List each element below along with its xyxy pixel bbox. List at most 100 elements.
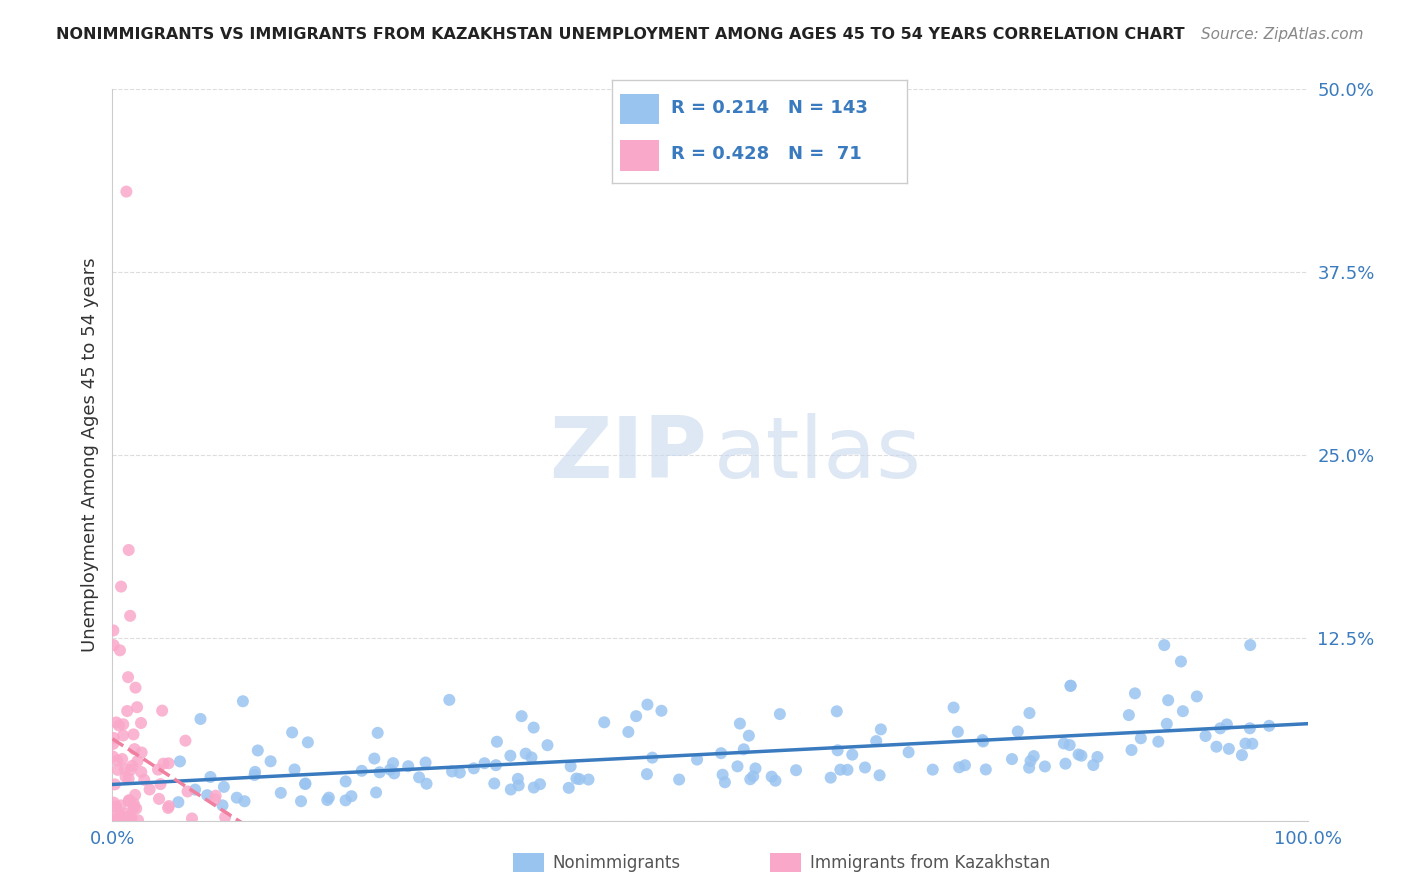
Point: [508, 778, 530, 792]
Point: [449, 765, 471, 780]
Point: [103, 813, 125, 827]
Point: [243, 764, 266, 779]
Point: [827, 743, 849, 757]
Point: [124, 742, 146, 756]
Point: [127, 754, 149, 768]
Point: [785, 763, 807, 777]
Point: [1209, 722, 1232, 736]
Point: [711, 768, 734, 782]
Point: [761, 770, 783, 784]
Point: [122, 797, 145, 811]
Point: [115, 704, 138, 718]
Point: [515, 747, 537, 761]
Point: [1033, 759, 1056, 773]
Point: [121, 759, 143, 773]
Point: [474, 756, 496, 771]
Point: [232, 694, 254, 708]
Point: [111, 752, 134, 766]
Point: [243, 768, 266, 782]
Point: [485, 758, 508, 772]
Point: [529, 777, 551, 791]
Point: [134, 772, 156, 787]
Point: [523, 721, 546, 735]
Point: [108, 810, 131, 824]
Point: [853, 760, 876, 774]
FancyBboxPatch shape: [620, 140, 659, 170]
Point: [742, 769, 765, 783]
Point: [112, 717, 135, 731]
Point: [415, 777, 437, 791]
Point: [146, 763, 169, 777]
Point: [1054, 756, 1077, 771]
Point: [499, 748, 522, 763]
Point: [1170, 655, 1192, 669]
Point: [1007, 724, 1029, 739]
Point: [283, 763, 305, 777]
Point: [318, 790, 340, 805]
Point: [536, 738, 558, 752]
Point: [290, 794, 312, 808]
Point: [129, 716, 152, 731]
Point: [948, 760, 970, 774]
Point: [340, 789, 363, 804]
Point: [744, 761, 766, 775]
Y-axis label: Unemployment Among Ages 45 to 54 years: Unemployment Among Ages 45 to 54 years: [80, 258, 98, 652]
Point: [149, 777, 172, 791]
Point: [104, 799, 127, 814]
Point: [281, 725, 304, 739]
Point: [1129, 731, 1152, 746]
Point: [115, 185, 138, 199]
Point: [108, 718, 131, 732]
Point: [124, 788, 146, 802]
Point: [942, 700, 965, 714]
Point: [1059, 738, 1081, 752]
Point: [378, 763, 401, 777]
Point: [204, 792, 226, 806]
Point: [865, 734, 887, 748]
Point: [122, 727, 145, 741]
Point: [169, 755, 191, 769]
Point: [686, 752, 709, 766]
Point: [184, 782, 207, 797]
Point: [1194, 729, 1216, 743]
Point: [138, 782, 160, 797]
Point: [103, 624, 125, 638]
Point: [415, 756, 437, 770]
Point: [1053, 736, 1076, 750]
Point: [728, 716, 751, 731]
Point: [738, 729, 761, 743]
Point: [382, 756, 405, 771]
Point: [118, 794, 141, 808]
Text: Nonimmigrants: Nonimmigrants: [553, 854, 681, 871]
Point: [1067, 747, 1090, 762]
Point: [714, 775, 737, 789]
Point: [157, 799, 180, 814]
Text: atlas: atlas: [714, 413, 921, 497]
Point: [641, 750, 664, 764]
Point: [114, 806, 136, 821]
Point: [396, 759, 419, 773]
Point: [190, 712, 212, 726]
Point: [650, 704, 672, 718]
Point: [484, 776, 506, 790]
Point: [1018, 761, 1040, 775]
Point: [441, 764, 464, 779]
Point: [1241, 737, 1264, 751]
Point: [1087, 750, 1109, 764]
Point: [769, 707, 792, 722]
Point: [439, 693, 461, 707]
Point: [1019, 754, 1042, 768]
Point: [578, 772, 600, 787]
Point: [150, 704, 173, 718]
Point: [107, 763, 129, 777]
Point: [506, 772, 529, 786]
Point: [1018, 706, 1040, 720]
Point: [157, 756, 180, 771]
Point: [765, 773, 787, 788]
Point: [820, 771, 842, 785]
Point: [636, 698, 658, 712]
Point: [1070, 748, 1092, 763]
Text: R = 0.428   N =  71: R = 0.428 N = 71: [671, 145, 862, 163]
Point: [1230, 748, 1253, 763]
Point: [157, 801, 180, 815]
